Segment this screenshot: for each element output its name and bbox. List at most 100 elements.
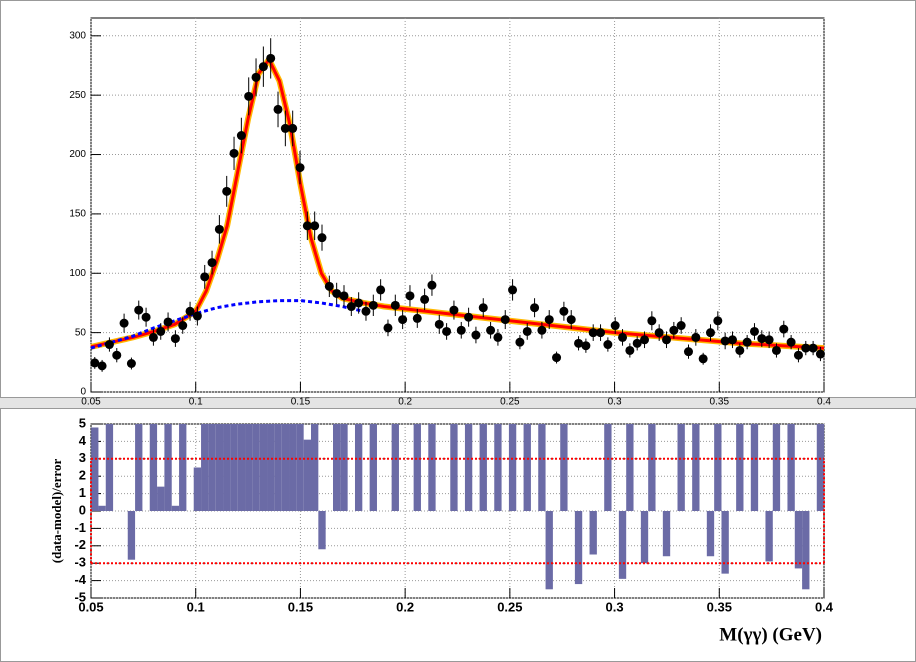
- bar: [626, 424, 634, 511]
- x-tick-label: 0.3: [606, 599, 624, 614]
- data-point: [244, 91, 254, 101]
- bar: [750, 424, 759, 511]
- data-point: [786, 337, 796, 347]
- bar: [105, 424, 114, 511]
- data-point: [134, 305, 144, 315]
- bar: [508, 424, 517, 511]
- bar: [369, 424, 377, 511]
- bar: [296, 424, 304, 511]
- data-point: [449, 305, 459, 315]
- data-point: [691, 332, 701, 342]
- data-point: [112, 350, 122, 360]
- data-point: [537, 325, 547, 335]
- data-point: [163, 317, 173, 327]
- data-point: [310, 221, 320, 231]
- bar: [149, 424, 158, 511]
- bar: [223, 424, 231, 511]
- data-point: [156, 326, 166, 336]
- y-tick-label: -5: [74, 589, 86, 604]
- plot-frame: [90, 17, 825, 393]
- bar: [215, 424, 224, 511]
- bar: [354, 424, 363, 511]
- data-point: [383, 323, 393, 333]
- y-tick-label: 3: [79, 450, 86, 465]
- data-point: [566, 315, 576, 325]
- bar: [523, 424, 531, 511]
- x-tick-label: 0.25: [497, 599, 522, 614]
- bar: [721, 511, 729, 574]
- data-point: [427, 280, 437, 290]
- data-point: [214, 224, 224, 234]
- y-tick-label: 300: [69, 30, 86, 41]
- y-tick-label: 100: [69, 268, 86, 279]
- x-tick-label: 0.35: [710, 397, 730, 408]
- y-tick-label: 0: [80, 387, 86, 398]
- data-point: [192, 311, 202, 321]
- bar: [772, 424, 781, 511]
- y-axis-label: (data-model)/error: [49, 459, 64, 564]
- data-point: [720, 336, 730, 346]
- x-tick-label: 0.4: [815, 599, 834, 614]
- data-point: [574, 338, 584, 348]
- data-point: [464, 312, 474, 322]
- data-point: [456, 325, 466, 335]
- data-point: [632, 338, 642, 348]
- pad-gap: [0, 398, 916, 408]
- data-point: [126, 359, 136, 369]
- x-tick-label: 0.15: [291, 397, 311, 408]
- y-tick-label: 1: [79, 485, 86, 500]
- y-tick-label: -1: [74, 520, 86, 535]
- bar: [252, 424, 260, 511]
- data-point: [522, 326, 532, 336]
- data-point: [552, 353, 562, 363]
- bar: [281, 424, 290, 511]
- data-point: [119, 318, 129, 328]
- data-point: [771, 345, 781, 355]
- data-point: [266, 53, 276, 63]
- data-point: [332, 288, 342, 298]
- data-point: [815, 349, 825, 359]
- data-point: [390, 300, 400, 310]
- y-tick-label: 5: [79, 415, 86, 430]
- bar: [692, 424, 700, 511]
- data-point: [647, 316, 657, 326]
- bar: [230, 424, 238, 511]
- data-point: [368, 300, 378, 310]
- bar: [450, 424, 458, 511]
- data-point: [515, 337, 525, 347]
- data-point: [625, 345, 635, 355]
- bar: [303, 439, 312, 511]
- data-point: [544, 315, 554, 325]
- data-point: [280, 123, 290, 133]
- data-point: [229, 148, 239, 158]
- bar: [816, 424, 825, 511]
- bar: [464, 424, 473, 511]
- data-point: [493, 332, 503, 342]
- data-point: [735, 345, 745, 355]
- data-point: [104, 340, 114, 350]
- y-tick-label: 150: [69, 209, 86, 220]
- data-point: [530, 303, 540, 313]
- bar: [267, 424, 275, 511]
- data-point: [273, 104, 283, 114]
- data-point: [559, 306, 569, 316]
- data-point: [742, 337, 752, 347]
- bar: [135, 424, 143, 511]
- data-point: [478, 303, 488, 313]
- x-tick-label: 0.3: [608, 397, 622, 408]
- bar: [171, 505, 180, 511]
- data-point: [207, 258, 217, 268]
- data-point: [185, 306, 195, 316]
- data-point: [178, 321, 188, 331]
- data-point: [618, 332, 628, 342]
- bar: [318, 511, 326, 550]
- data-point: [302, 221, 312, 231]
- y-tick-label: 50: [75, 327, 87, 338]
- data-point: [236, 131, 246, 141]
- data-point: [405, 291, 415, 301]
- bar: [179, 424, 187, 511]
- data-point: [801, 343, 811, 353]
- x-tick-label: 0.25: [500, 397, 520, 408]
- bar: [157, 486, 165, 511]
